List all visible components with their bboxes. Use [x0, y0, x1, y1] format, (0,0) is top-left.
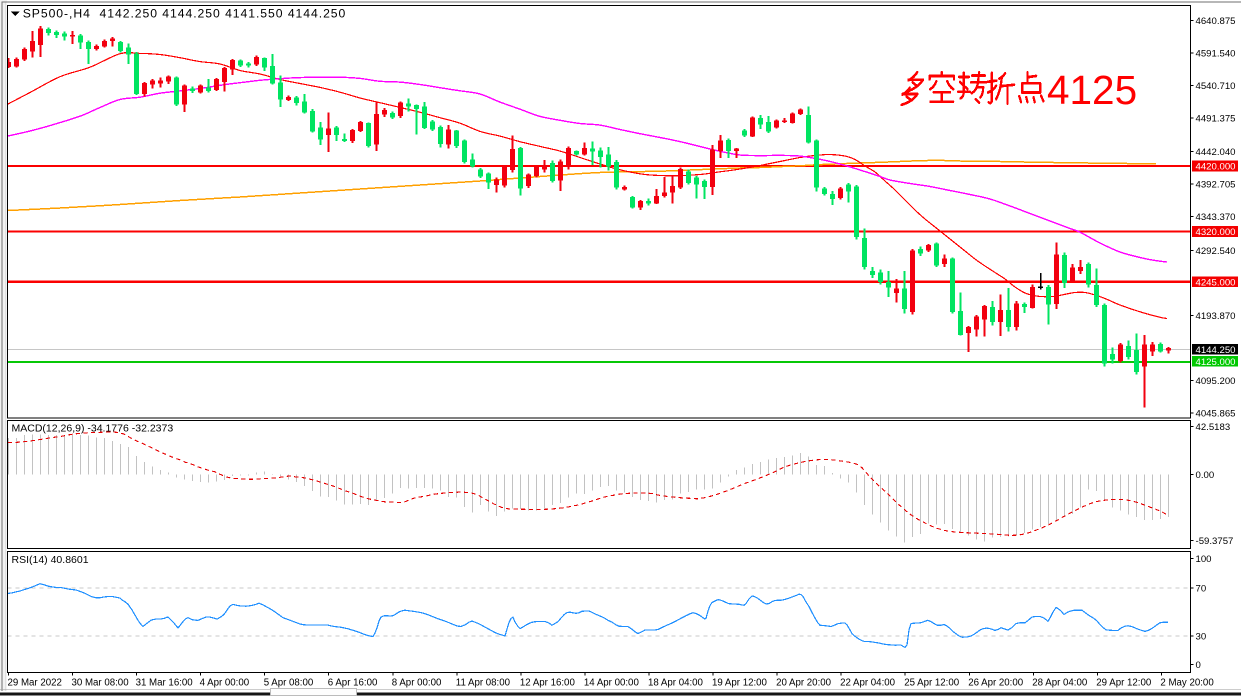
svg-text:6 Apr 16:00: 6 Apr 16:00 — [328, 678, 378, 689]
svg-text:28 Apr 04:00: 28 Apr 04:00 — [1032, 678, 1088, 689]
svg-text:100: 100 — [1196, 554, 1212, 565]
svg-text:4292.540: 4292.540 — [1196, 246, 1236, 257]
svg-text:2 May 20:00: 2 May 20:00 — [1160, 678, 1214, 689]
svg-text:18 Apr 04:00: 18 Apr 04:00 — [648, 678, 704, 689]
svg-text:20 Apr 20:00: 20 Apr 20:00 — [776, 678, 832, 689]
svg-text:4591.540: 4591.540 — [1196, 49, 1236, 60]
svg-text:RSI(14) 40.8601: RSI(14) 40.8601 — [12, 554, 89, 566]
svg-text:SP500-,H4 4142.250 4144.250 4: SP500-,H4 4142.250 4144.250 4141.550 414… — [23, 6, 347, 20]
svg-text:29 Mar 2022: 29 Mar 2022 — [8, 678, 62, 689]
svg-text:19 Apr 12:00: 19 Apr 12:00 — [712, 678, 768, 689]
svg-text:4144.250: 4144.250 — [1196, 345, 1236, 356]
svg-text:25 Apr 12:00: 25 Apr 12:00 — [904, 678, 960, 689]
svg-text:4320.000: 4320.000 — [1196, 227, 1236, 238]
svg-text:4491.375: 4491.375 — [1196, 114, 1236, 125]
svg-text:0.00: 0.00 — [1196, 470, 1215, 481]
svg-text:4045.865: 4045.865 — [1196, 409, 1236, 420]
svg-text:0: 0 — [1196, 660, 1201, 671]
svg-text:4 Apr 00:00: 4 Apr 00:00 — [200, 678, 250, 689]
svg-text:4640.875: 4640.875 — [1196, 16, 1236, 27]
svg-text:14 Apr 00:00: 14 Apr 00:00 — [584, 678, 640, 689]
svg-text:4125.000: 4125.000 — [1196, 357, 1236, 368]
svg-text:11 Apr 08:00: 11 Apr 08:00 — [456, 678, 511, 689]
svg-text:4442.040: 4442.040 — [1196, 147, 1236, 158]
svg-text:12 Apr 16:00: 12 Apr 16:00 — [520, 678, 576, 689]
svg-text:70: 70 — [1196, 584, 1207, 595]
svg-text:42.5183: 42.5183 — [1196, 422, 1231, 433]
svg-text:4420.000: 4420.000 — [1196, 162, 1236, 173]
svg-text:26 Apr 20:00: 26 Apr 20:00 — [968, 678, 1024, 689]
svg-text:4125: 4125 — [1047, 67, 1137, 113]
svg-text:31 Mar 16:00: 31 Mar 16:00 — [136, 678, 194, 689]
svg-text:30: 30 — [1196, 632, 1207, 643]
svg-text:5 Apr 08:00: 5 Apr 08:00 — [264, 678, 314, 689]
svg-text:22 Apr 04:00: 22 Apr 04:00 — [840, 678, 896, 689]
svg-text:8 Apr 00:00: 8 Apr 00:00 — [392, 678, 442, 689]
svg-text:-59.3757: -59.3757 — [1196, 536, 1234, 547]
svg-text:4245.000: 4245.000 — [1196, 277, 1236, 288]
svg-text:MACD(12,26,9) -34.1776 -32.237: MACD(12,26,9) -34.1776 -32.2373 — [12, 423, 174, 435]
svg-text:4343.370: 4343.370 — [1196, 212, 1236, 223]
svg-text:4392.705: 4392.705 — [1196, 180, 1236, 191]
svg-text:4193.870: 4193.870 — [1196, 311, 1236, 322]
svg-text:30 Mar 08:00: 30 Mar 08:00 — [72, 678, 130, 689]
svg-text:29 Apr 12:00: 29 Apr 12:00 — [1096, 678, 1152, 689]
svg-text:4540.710: 4540.710 — [1196, 81, 1236, 92]
svg-text:4095.200: 4095.200 — [1196, 376, 1236, 387]
